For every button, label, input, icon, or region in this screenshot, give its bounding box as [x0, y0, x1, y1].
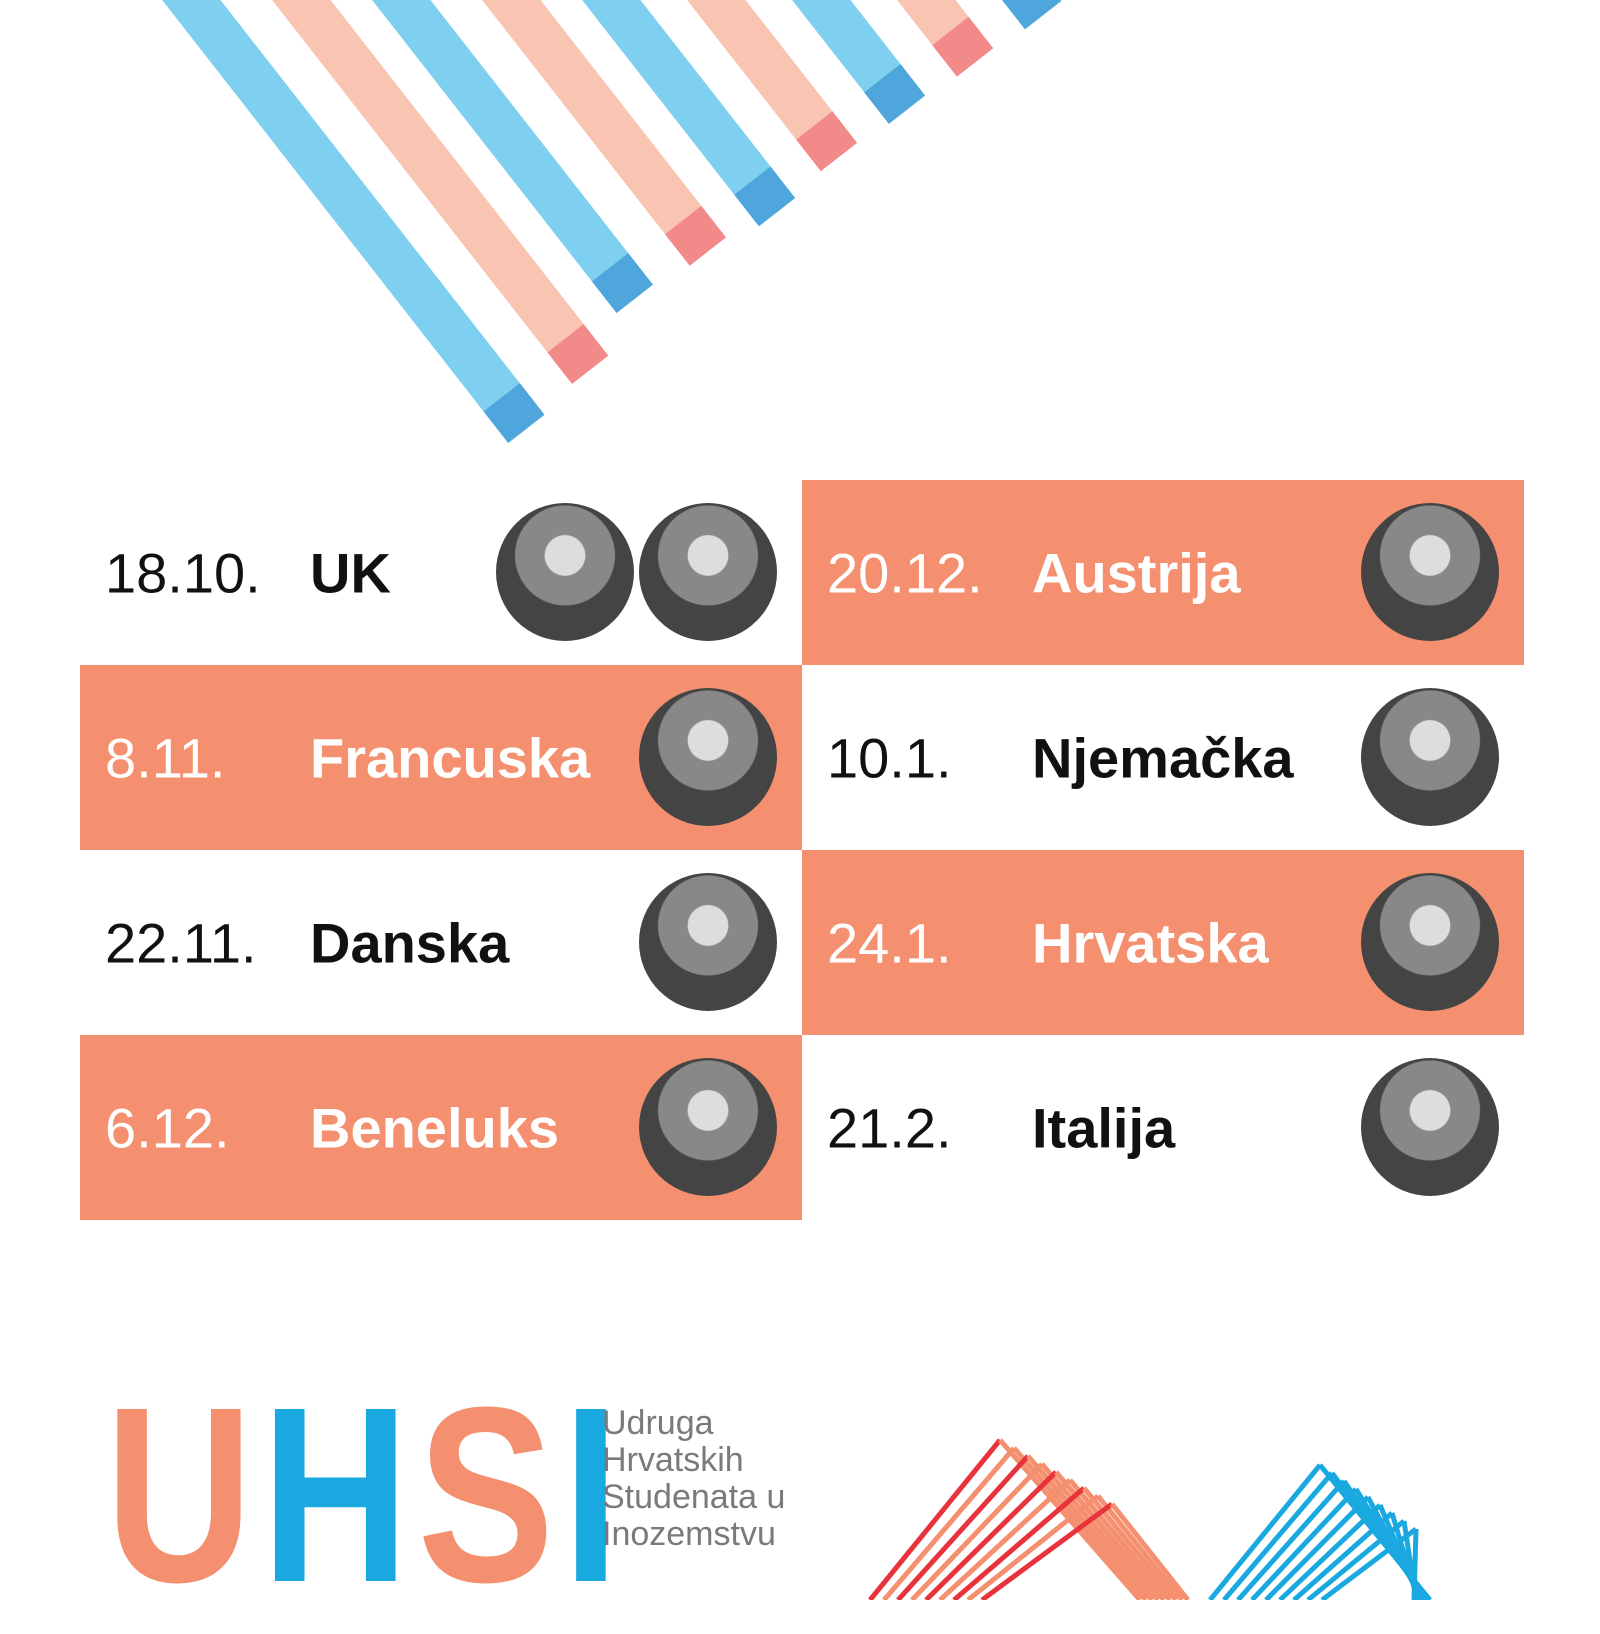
stripe [1236, 1479, 1346, 1600]
avatar-photo [1361, 873, 1499, 1011]
logo-letter: H [261, 1355, 418, 1634]
schedule-cell: 20.12. Austrija [802, 480, 1524, 665]
stripe [868, 1438, 1002, 1600]
stripe [1208, 1463, 1322, 1600]
stripe [665, 205, 726, 266]
stripe [345, 0, 653, 313]
avatar-photo [1361, 503, 1499, 641]
stripe [932, 16, 994, 77]
schedule-cell: 18.10. UK [80, 480, 802, 665]
stripe [1250, 1487, 1358, 1600]
stripe [1292, 1511, 1394, 1600]
stripe [1000, 0, 1062, 30]
country: UK [310, 541, 391, 604]
stripe [952, 1486, 1086, 1600]
schedule-cell: 6.12. Beneluks [80, 1035, 802, 1220]
schedule-cell: 21.2. Italija [802, 1035, 1524, 1220]
date: 20.12. [827, 541, 983, 604]
name-line: Udruga [602, 1404, 714, 1442]
avatar-photo [639, 688, 777, 826]
country: Francuska [310, 726, 591, 789]
stripe [1040, 1462, 1160, 1600]
avatar-photo [1361, 1058, 1499, 1196]
stripe [483, 383, 545, 444]
country: Beneluks [310, 1096, 559, 1159]
stripe [1096, 1494, 1184, 1600]
date: 6.12. [105, 1096, 230, 1159]
name-line: Inozemstvu [602, 1515, 776, 1553]
stripe [660, 0, 858, 172]
stripe [910, 1462, 1044, 1600]
date: 18.10. [105, 541, 261, 604]
date: 10.1. [827, 726, 952, 789]
logo-letter: S [417, 1355, 563, 1634]
stripe [796, 111, 858, 172]
stripe [1411, 1528, 1419, 1600]
stripe [547, 324, 609, 384]
date: 24.1. [827, 911, 952, 974]
avatar-photo [639, 873, 777, 1011]
avatar-photo [1361, 688, 1499, 826]
stripe [1222, 1471, 1334, 1600]
schedule-cell: 8.11. Francuska [80, 665, 802, 850]
stripe [1110, 1502, 1190, 1600]
stripe [135, 0, 1062, 444]
date: 8.11. [105, 726, 226, 789]
stripe [896, 1454, 1030, 1600]
date: 22.11. [105, 911, 257, 974]
logo-letter: I [562, 1355, 628, 1634]
stripe [245, 0, 609, 384]
name-line: Studenata u [602, 1478, 786, 1516]
organization-name: Udruga Hrvatskih Studenata u Inozemstvu [602, 1405, 785, 1553]
schedule-cell: 10.1. Njemačka [802, 665, 1524, 850]
country: Hrvatska [1032, 911, 1269, 974]
stripe [980, 1501, 1114, 1600]
stripe [591, 253, 653, 313]
stripe [1264, 1495, 1370, 1600]
stripe [864, 64, 926, 124]
logo: UHSI [105, 1370, 628, 1620]
schedule-cell: 24.1. Hrvatska [802, 850, 1524, 1035]
avatar-photo [496, 503, 634, 641]
country: Danska [310, 911, 510, 974]
stripe [882, 1446, 1016, 1600]
country: Austrija [1032, 541, 1241, 604]
date: 21.2. [827, 1096, 952, 1159]
stripe [734, 166, 796, 227]
stripe [1320, 1527, 1418, 1600]
stripe [966, 1494, 1100, 1600]
stripe [1068, 1478, 1172, 1600]
country: Njemačka [1032, 726, 1294, 789]
stripe [555, 0, 796, 227]
name-line: Hrvatskih [602, 1441, 744, 1479]
country: Italija [1032, 1096, 1176, 1159]
stripe [1278, 1503, 1382, 1600]
stripe [938, 1478, 1072, 1600]
stripe [1082, 1486, 1178, 1600]
stripe [455, 0, 726, 266]
stripe [135, 0, 545, 444]
poster: 18.10. UK 8.11. Francuska 22.11. Danska 6.12. B… [80, 0, 1524, 1620]
avatar-photo [639, 503, 777, 641]
schedule-cell: 22.11. Danska [80, 850, 802, 1035]
stripe [1306, 1519, 1406, 1600]
avatar-photo [639, 1058, 777, 1196]
decoration [135, 0, 1432, 1600]
logo-letter: U [105, 1355, 262, 1634]
stripe [924, 1470, 1058, 1600]
